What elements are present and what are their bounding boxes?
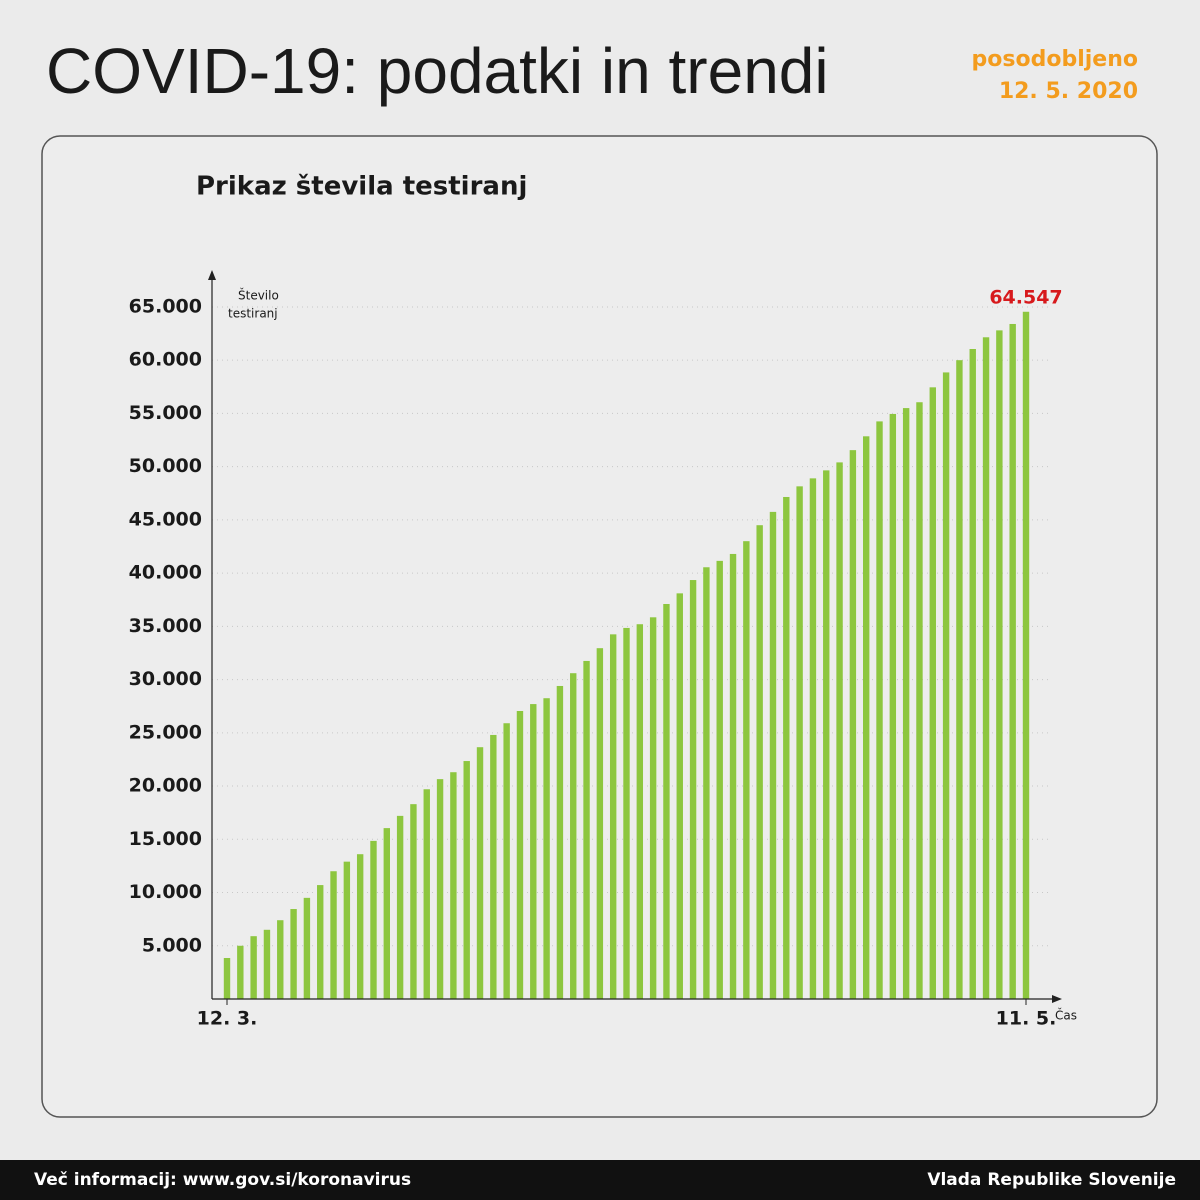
y-tick-label: 20.000 [129, 775, 202, 797]
value-label: 64.547 [989, 286, 1062, 308]
bar [769, 511, 777, 999]
y-axis-label: Število [238, 288, 279, 303]
bar [543, 698, 550, 999]
footer-right: Vlada Republike Slovenije [927, 1170, 1176, 1190]
bar [982, 337, 990, 1000]
bar [783, 496, 790, 999]
bar [956, 360, 963, 999]
y-axis-arrow [208, 270, 216, 280]
bar [836, 462, 843, 999]
bar [237, 945, 244, 999]
y-tick-label: 45.000 [129, 508, 202, 530]
bar [263, 929, 271, 999]
bar [743, 541, 750, 999]
bar [889, 413, 897, 1000]
bar [423, 789, 430, 999]
bar [929, 387, 936, 999]
y-tick-label: 50.000 [129, 455, 202, 477]
bar [516, 710, 524, 999]
bar [849, 450, 857, 999]
bar [703, 567, 710, 999]
x-axis-arrow [1052, 995, 1062, 1003]
bar [396, 815, 404, 999]
bar [383, 828, 390, 999]
bar [490, 734, 497, 999]
bar [636, 624, 644, 999]
bar [223, 958, 231, 999]
bar [330, 871, 337, 999]
y-tick-label: 40.000 [129, 562, 202, 584]
updated-date: 12. 5. 2020 [999, 79, 1138, 104]
y-tick-label: 15.000 [129, 828, 202, 850]
bar [996, 330, 1003, 999]
y-axis-label: testiranj [228, 307, 278, 321]
y-tick-label: 10.000 [129, 881, 202, 903]
bar [609, 634, 617, 999]
bar [317, 885, 324, 999]
bar [676, 593, 683, 999]
updated-label: posodobljeno [972, 47, 1138, 72]
bar [916, 402, 923, 999]
bar [902, 408, 910, 999]
bar [623, 627, 630, 999]
bar [290, 909, 297, 999]
bar [942, 372, 950, 999]
footer-left: Več informacij: www.gov.si/koronavirus [34, 1170, 411, 1190]
bar [463, 761, 470, 999]
plot: 5.000 10.000 15.000 20.000 25.000 30.000 35.00… [129, 286, 1063, 1029]
x-axis-label: Čas [1055, 1008, 1077, 1023]
bar [596, 648, 604, 999]
bar [716, 560, 723, 999]
bar [663, 603, 670, 999]
bar [450, 772, 457, 999]
page-title: COVID-19: podatki in trendi [46, 35, 829, 107]
bar [649, 617, 657, 999]
bar [570, 673, 577, 999]
bar [1009, 323, 1016, 1000]
bar [250, 936, 257, 999]
bar [689, 580, 697, 999]
y-tick-label: 60.000 [129, 349, 202, 371]
bar [969, 348, 976, 999]
bar [1022, 311, 1030, 999]
bar [410, 804, 417, 999]
bar [583, 660, 590, 999]
bar [863, 436, 870, 999]
y-tick-label: 65.000 [129, 295, 202, 317]
bar [809, 478, 817, 999]
x-tick-label: 11. 5. [996, 1008, 1057, 1030]
y-tick-label: 55.000 [129, 402, 202, 424]
y-tick-label: 5.000 [142, 934, 202, 956]
chart-title: Prikaz števila testiranj [196, 172, 527, 202]
x-tick-label: 12. 3. [197, 1008, 258, 1030]
bar [476, 747, 484, 999]
bar [303, 897, 311, 999]
bar [796, 486, 803, 999]
y-tick-label: 25.000 [129, 721, 202, 743]
bar [356, 854, 364, 999]
bar [756, 525, 763, 999]
bar [277, 920, 284, 999]
bar [370, 840, 377, 999]
bar [343, 861, 351, 999]
bar [876, 421, 883, 999]
bar [530, 704, 537, 999]
bar [556, 685, 564, 999]
bar [823, 470, 830, 999]
bar [729, 553, 737, 999]
y-tick-label: 35.000 [129, 615, 202, 637]
footer-bar [0, 1160, 1200, 1200]
y-tick-label: 30.000 [129, 668, 202, 690]
bar [503, 723, 510, 999]
bar [436, 779, 444, 999]
